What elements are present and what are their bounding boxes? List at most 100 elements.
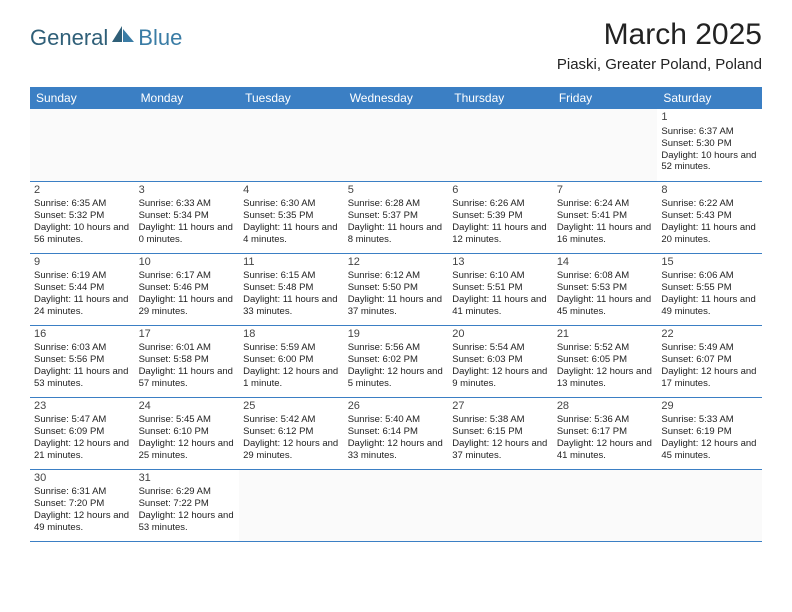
sunset-line: Sunset: 6:19 PM bbox=[661, 426, 758, 438]
logo-sail-icon bbox=[110, 24, 136, 49]
day-number: 10 bbox=[139, 256, 236, 270]
sunrise-line: Sunrise: 6:29 AM bbox=[139, 486, 236, 498]
calendar-cell: 28Sunrise: 5:36 AMSunset: 6:17 PMDayligh… bbox=[553, 397, 658, 469]
month-title: March 2025 bbox=[557, 18, 762, 52]
logo-text-blue: Blue bbox=[138, 25, 182, 51]
daylight-line: Daylight: 12 hours and 25 minutes. bbox=[139, 438, 236, 462]
sunrise-line: Sunrise: 5:38 AM bbox=[452, 414, 549, 426]
daylight-line: Daylight: 12 hours and 37 minutes. bbox=[452, 438, 549, 462]
day-header: Wednesday bbox=[344, 87, 449, 109]
calendar-cell: 11Sunrise: 6:15 AMSunset: 5:48 PMDayligh… bbox=[239, 253, 344, 325]
sunrise-line: Sunrise: 6:26 AM bbox=[452, 198, 549, 210]
calendar-cell: 8Sunrise: 6:22 AMSunset: 5:43 PMDaylight… bbox=[657, 181, 762, 253]
sunset-line: Sunset: 6:14 PM bbox=[348, 426, 445, 438]
sunrise-line: Sunrise: 5:54 AM bbox=[452, 342, 549, 354]
calendar-cell: 3Sunrise: 6:33 AMSunset: 5:34 PMDaylight… bbox=[135, 181, 240, 253]
calendar-body: 1Sunrise: 6:37 AMSunset: 5:30 PMDaylight… bbox=[30, 109, 762, 541]
sunrise-line: Sunrise: 6:15 AM bbox=[243, 270, 340, 282]
day-header: Sunday bbox=[30, 87, 135, 109]
day-number: 24 bbox=[139, 400, 236, 414]
daylight-line: Daylight: 12 hours and 45 minutes. bbox=[661, 438, 758, 462]
day-number: 19 bbox=[348, 328, 445, 342]
day-number: 30 bbox=[34, 472, 131, 486]
sunrise-line: Sunrise: 6:37 AM bbox=[661, 126, 758, 138]
sunrise-line: Sunrise: 5:59 AM bbox=[243, 342, 340, 354]
calendar-cell: 25Sunrise: 5:42 AMSunset: 6:12 PMDayligh… bbox=[239, 397, 344, 469]
sunrise-line: Sunrise: 5:56 AM bbox=[348, 342, 445, 354]
sunset-line: Sunset: 6:05 PM bbox=[557, 354, 654, 366]
sunrise-line: Sunrise: 6:33 AM bbox=[139, 198, 236, 210]
calendar-cell: 24Sunrise: 5:45 AMSunset: 6:10 PMDayligh… bbox=[135, 397, 240, 469]
day-number: 13 bbox=[452, 256, 549, 270]
calendar-cell bbox=[30, 109, 135, 181]
daylight-line: Daylight: 12 hours and 1 minute. bbox=[243, 366, 340, 390]
day-number: 11 bbox=[243, 256, 340, 270]
calendar-cell: 26Sunrise: 5:40 AMSunset: 6:14 PMDayligh… bbox=[344, 397, 449, 469]
sunset-line: Sunset: 5:44 PM bbox=[34, 282, 131, 294]
day-number: 5 bbox=[348, 184, 445, 198]
sunset-line: Sunset: 5:55 PM bbox=[661, 282, 758, 294]
daylight-line: Daylight: 10 hours and 56 minutes. bbox=[34, 222, 131, 246]
sunrise-line: Sunrise: 6:06 AM bbox=[661, 270, 758, 282]
calendar-cell: 9Sunrise: 6:19 AMSunset: 5:44 PMDaylight… bbox=[30, 253, 135, 325]
calendar-cell bbox=[135, 109, 240, 181]
daylight-line: Daylight: 11 hours and 16 minutes. bbox=[557, 222, 654, 246]
day-number: 1 bbox=[661, 111, 758, 125]
calendar-cell: 21Sunrise: 5:52 AMSunset: 6:05 PMDayligh… bbox=[553, 325, 658, 397]
title-block: March 2025 Piaski, Greater Poland, Polan… bbox=[557, 18, 762, 73]
day-number: 6 bbox=[452, 184, 549, 198]
day-header: Saturday bbox=[657, 87, 762, 109]
day-header-row: SundayMondayTuesdayWednesdayThursdayFrid… bbox=[30, 87, 762, 109]
day-header: Friday bbox=[553, 87, 658, 109]
sunrise-line: Sunrise: 5:40 AM bbox=[348, 414, 445, 426]
daylight-line: Daylight: 11 hours and 45 minutes. bbox=[557, 294, 654, 318]
calendar-row: 23Sunrise: 5:47 AMSunset: 6:09 PMDayligh… bbox=[30, 397, 762, 469]
day-number: 17 bbox=[139, 328, 236, 342]
sunset-line: Sunset: 6:15 PM bbox=[452, 426, 549, 438]
calendar-cell bbox=[239, 469, 344, 541]
daylight-line: Daylight: 11 hours and 8 minutes. bbox=[348, 222, 445, 246]
calendar-cell bbox=[448, 109, 553, 181]
calendar-cell: 2Sunrise: 6:35 AMSunset: 5:32 PMDaylight… bbox=[30, 181, 135, 253]
sunrise-line: Sunrise: 6:30 AM bbox=[243, 198, 340, 210]
calendar-cell: 6Sunrise: 6:26 AMSunset: 5:39 PMDaylight… bbox=[448, 181, 553, 253]
calendar-cell: 29Sunrise: 5:33 AMSunset: 6:19 PMDayligh… bbox=[657, 397, 762, 469]
calendar-cell: 23Sunrise: 5:47 AMSunset: 6:09 PMDayligh… bbox=[30, 397, 135, 469]
sunset-line: Sunset: 6:12 PM bbox=[243, 426, 340, 438]
calendar-row: 2Sunrise: 6:35 AMSunset: 5:32 PMDaylight… bbox=[30, 181, 762, 253]
calendar-cell: 31Sunrise: 6:29 AMSunset: 7:22 PMDayligh… bbox=[135, 469, 240, 541]
calendar-cell bbox=[344, 109, 449, 181]
day-number: 15 bbox=[661, 256, 758, 270]
day-number: 28 bbox=[557, 400, 654, 414]
day-number: 23 bbox=[34, 400, 131, 414]
day-number: 21 bbox=[557, 328, 654, 342]
sunrise-line: Sunrise: 6:31 AM bbox=[34, 486, 131, 498]
sunset-line: Sunset: 6:07 PM bbox=[661, 354, 758, 366]
daylight-line: Daylight: 12 hours and 21 minutes. bbox=[34, 438, 131, 462]
sunset-line: Sunset: 6:10 PM bbox=[139, 426, 236, 438]
sunset-line: Sunset: 5:56 PM bbox=[34, 354, 131, 366]
sunset-line: Sunset: 7:22 PM bbox=[139, 498, 236, 510]
day-number: 16 bbox=[34, 328, 131, 342]
calendar-cell: 10Sunrise: 6:17 AMSunset: 5:46 PMDayligh… bbox=[135, 253, 240, 325]
daylight-line: Daylight: 11 hours and 24 minutes. bbox=[34, 294, 131, 318]
sunset-line: Sunset: 6:03 PM bbox=[452, 354, 549, 366]
daylight-line: Daylight: 12 hours and 5 minutes. bbox=[348, 366, 445, 390]
sunrise-line: Sunrise: 5:33 AM bbox=[661, 414, 758, 426]
sunrise-line: Sunrise: 5:42 AM bbox=[243, 414, 340, 426]
calendar-cell: 1Sunrise: 6:37 AMSunset: 5:30 PMDaylight… bbox=[657, 109, 762, 181]
day-number: 8 bbox=[661, 184, 758, 198]
daylight-line: Daylight: 12 hours and 53 minutes. bbox=[139, 510, 236, 534]
calendar-cell bbox=[553, 469, 658, 541]
day-header: Monday bbox=[135, 87, 240, 109]
calendar-cell: 22Sunrise: 5:49 AMSunset: 6:07 PMDayligh… bbox=[657, 325, 762, 397]
calendar-cell: 16Sunrise: 6:03 AMSunset: 5:56 PMDayligh… bbox=[30, 325, 135, 397]
sunrise-line: Sunrise: 6:22 AM bbox=[661, 198, 758, 210]
calendar-cell: 4Sunrise: 6:30 AMSunset: 5:35 PMDaylight… bbox=[239, 181, 344, 253]
sunset-line: Sunset: 5:46 PM bbox=[139, 282, 236, 294]
calendar-cell: 27Sunrise: 5:38 AMSunset: 6:15 PMDayligh… bbox=[448, 397, 553, 469]
calendar-cell bbox=[344, 469, 449, 541]
location-text: Piaski, Greater Poland, Poland bbox=[557, 56, 762, 73]
calendar-row: 1Sunrise: 6:37 AMSunset: 5:30 PMDaylight… bbox=[30, 109, 762, 181]
sunset-line: Sunset: 5:53 PM bbox=[557, 282, 654, 294]
